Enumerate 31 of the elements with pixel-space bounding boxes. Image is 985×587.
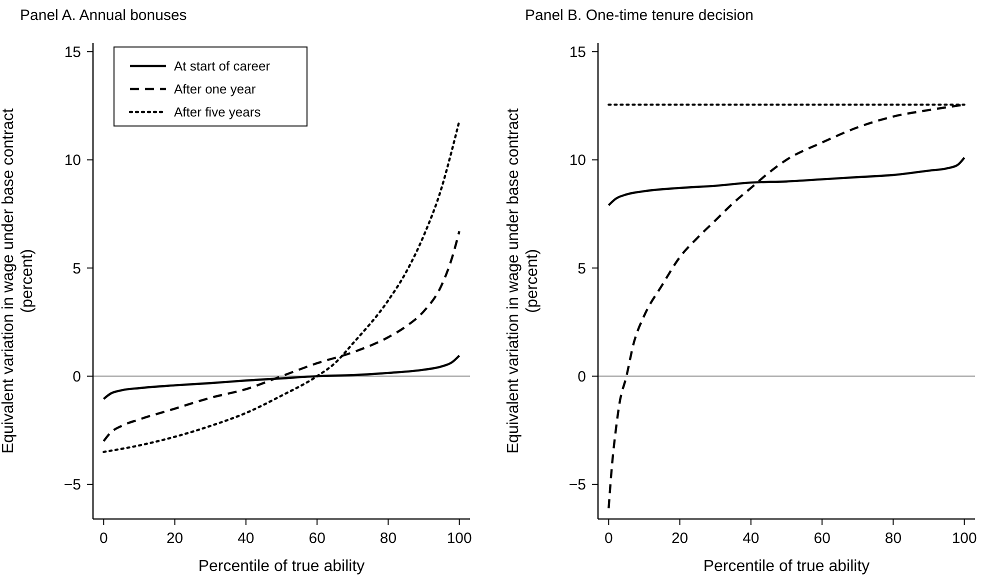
y-tick-label: −5 xyxy=(568,476,586,494)
y-tick-label: 5 xyxy=(72,260,81,278)
x-tick-label: 20 xyxy=(671,530,688,547)
x-tick-label: 100 xyxy=(952,530,977,547)
y-tick-label: 15 xyxy=(64,44,81,61)
x-axis-title: Percentile of true ability xyxy=(703,558,870,575)
x-tick-label: 100 xyxy=(446,530,472,547)
y-tick-label: 10 xyxy=(569,152,586,170)
x-tick-label: 0 xyxy=(100,530,108,547)
x-tick-label: 20 xyxy=(166,530,184,547)
y-axis-title: Equivalent variation in wage under base contract (percent) xyxy=(0,108,36,454)
legend-label: After one year xyxy=(174,82,256,97)
x-tick-label: 60 xyxy=(308,530,326,547)
x-tick-label: 60 xyxy=(814,530,830,547)
x-axis-title: Percentile of true ability xyxy=(198,558,365,575)
x-tick-label: 80 xyxy=(884,530,902,547)
y-tick-label: 5 xyxy=(578,260,586,278)
y-tick-label: 0 xyxy=(72,368,81,386)
y-tick-label: 10 xyxy=(64,152,81,170)
y-axis-title: Equivalent variation in wage under base contract (percent) xyxy=(505,108,541,454)
chart-title: Panel A. Annual bonuses xyxy=(20,7,187,24)
x-tick-label: 0 xyxy=(604,530,613,547)
legend-label: After five years xyxy=(174,104,262,120)
x-tick-label: 40 xyxy=(238,530,254,547)
legend-label: At start of career xyxy=(174,58,271,74)
y-tick-label: 15 xyxy=(569,44,586,61)
y-tick-label: 0 xyxy=(578,368,586,386)
x-tick-label: 80 xyxy=(380,530,397,547)
chart-title: Panel B. One-time tenure decision xyxy=(525,7,754,24)
x-tick-label: 40 xyxy=(742,530,760,547)
y-tick-label: −5 xyxy=(64,476,81,494)
